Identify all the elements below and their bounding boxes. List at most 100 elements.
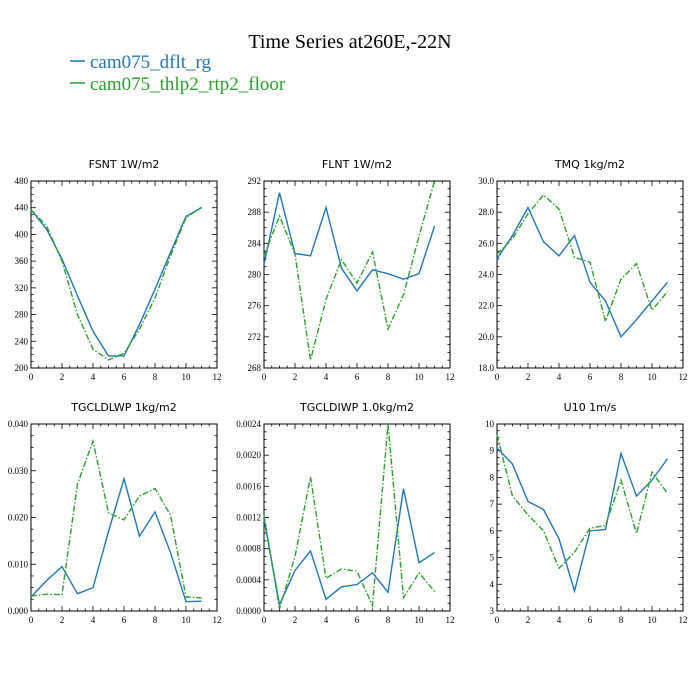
y-tick-label: 0.0012 [236, 513, 261, 523]
x-tick-label: 12 [446, 615, 455, 625]
x-tick-label: 4 [91, 372, 96, 382]
y-tick-label: 0.0020 [236, 450, 261, 460]
y-tick-label: 0.010 [8, 559, 29, 569]
y-tick-label: 20.0 [478, 332, 494, 342]
panel-4: TGCLDLWP 1kg/m2 0 2 4 6 8 10 12 0.000 0.010 0.020 0… [8, 401, 222, 625]
panel-3: TMQ 1kg/m2 0 2 4 6 8 10 12 18.0 20.0 22.0 24.0 26.0 2… [478, 158, 687, 382]
plot-frame [263, 423, 451, 612]
x-tick-label: 8 [386, 372, 391, 382]
panel-grid: FSNT 1W/m20 2 4 6 8 10 12200240280320360400440… [8, 158, 688, 625]
y-tick-label: 5 [490, 553, 495, 563]
series-line-1 [30, 476, 202, 603]
x-tick-label: 4 [557, 615, 562, 625]
x-tick-label: 2 [526, 615, 531, 625]
series-line-2 [263, 180, 436, 361]
y-tick-label: 0.0008 [236, 544, 261, 554]
x-tick-label: 6 [355, 372, 360, 382]
y-tick-label: 4 [490, 579, 495, 589]
series-line-1 [496, 205, 669, 339]
y-tick-label: 280 [15, 310, 29, 320]
y-tick-label: 268 [248, 363, 262, 373]
x-tick-label: 12 [213, 615, 222, 625]
series-line-2 [30, 438, 202, 599]
panel-title: TMQ 1kg/m2 [554, 158, 625, 171]
y-tick-label: 9 [490, 446, 495, 456]
y-tick-label: 30.0 [478, 176, 494, 186]
series-line-2 [263, 423, 436, 609]
panel-1: FSNT 1W/m2 0 2 4 6 8 10 12 200 240 280 320 360 400 440… [15, 158, 222, 382]
series-line-2 [30, 206, 202, 361]
plot-frame [30, 180, 218, 369]
plot-frame [30, 423, 218, 612]
y-tick-label: 10 [485, 419, 495, 429]
x-tick-label: 10 [648, 372, 658, 382]
x-tick-label: 4 [557, 372, 562, 382]
x-tick-label: 10 [415, 372, 425, 382]
x-tick-label: 2 [293, 615, 298, 625]
x-tick-label: 6 [355, 615, 360, 625]
x-tick-label: 0 [262, 372, 267, 382]
y-tick-label: 18.0 [478, 363, 494, 373]
x-tick-label: 2 [293, 372, 298, 382]
x-tick-label: 12 [679, 372, 688, 382]
x-tick-label: 6 [122, 615, 127, 625]
y-tick-label: 0.0024 [236, 419, 261, 429]
series-line-1 [30, 207, 202, 357]
y-tick-label: 320 [15, 283, 29, 293]
x-tick-label: 6 [122, 372, 127, 382]
y-tick-label: 360 [15, 256, 29, 266]
y-tick-label: 272 [248, 332, 262, 342]
y-tick-label: 240 [15, 336, 29, 346]
panel-title: TGCLDIWP 1.0kg/m2 [299, 401, 414, 414]
y-tick-label: 0.030 [8, 466, 29, 476]
panel-6: U10 1m/s 0 2 4 6 8 10 12 3 4 5 6 7 8 9 10 [485, 401, 688, 625]
x-tick-label: 0 [495, 372, 500, 382]
y-tick-label: 24.0 [478, 270, 494, 280]
x-tick-label: 10 [648, 615, 658, 625]
series-line-1 [263, 488, 435, 608]
y-tick-label: 6 [490, 526, 495, 536]
x-tick-label: 8 [619, 372, 624, 382]
y-tick-label: 28.0 [478, 207, 494, 217]
legend-label-2: cam075_thlp2_rtp2_floor [90, 74, 286, 95]
y-tick-label: 0.000 [8, 606, 29, 616]
x-tick-label: 4 [324, 615, 329, 625]
y-tick-label: 3 [490, 606, 495, 616]
y-tick-label: 0.0016 [236, 481, 261, 491]
legend-label-1: cam075_dflt_rg [90, 52, 212, 73]
plot-frame [496, 180, 684, 369]
y-tick-label: 280 [248, 270, 262, 280]
series-line-1 [263, 192, 436, 293]
x-tick-label: 10 [415, 615, 425, 625]
y-tick-label: 440 [15, 203, 29, 213]
x-tick-label: 10 [182, 615, 192, 625]
series-line-1 [496, 447, 669, 594]
y-tick-label: 8 [490, 472, 495, 482]
panel-title: U10 1m/s [564, 401, 617, 414]
x-tick-label: 0 [29, 372, 34, 382]
panel-title: TGCLDLWP 1kg/m2 [70, 401, 176, 414]
x-tick-label: 0 [495, 615, 500, 625]
x-tick-label: 8 [386, 615, 391, 625]
x-tick-label: 8 [153, 372, 158, 382]
y-tick-label: 284 [248, 238, 262, 248]
y-tick-label: 0.020 [8, 513, 29, 523]
x-tick-label: 2 [526, 372, 531, 382]
legend: cam075_dflt_rg cam075_thlp2_rtp2_floor [70, 52, 286, 95]
x-tick-label: 0 [29, 615, 34, 625]
y-tick-label: 292 [248, 176, 262, 186]
y-tick-label: 0.0000 [236, 606, 261, 616]
panel-title: FSNT 1W/m2 [89, 158, 160, 171]
x-tick-label: 2 [60, 372, 65, 382]
x-tick-label: 4 [324, 372, 329, 382]
plot-frame [496, 423, 684, 612]
x-tick-label: 8 [619, 615, 624, 625]
series-line-2 [496, 434, 669, 570]
panel-2: FLNT 1W/m2 0 2 4 6 8 10 12 268 272 276 280 284 288 292 [248, 158, 455, 382]
y-tick-label: 480 [15, 176, 29, 186]
series-line-2 [496, 194, 669, 324]
x-tick-label: 12 [679, 615, 688, 625]
figure-title: Time Series at260E,-22N [248, 31, 451, 53]
x-tick-label: 2 [60, 615, 65, 625]
